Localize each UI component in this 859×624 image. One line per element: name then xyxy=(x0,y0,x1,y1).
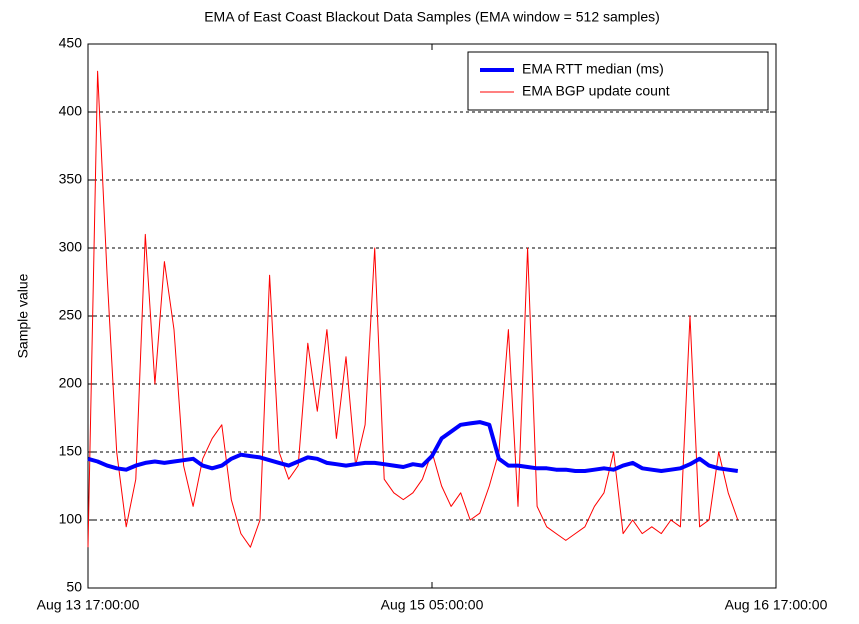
y-tick-label: 450 xyxy=(59,35,83,51)
plot-frame xyxy=(87,43,777,589)
y-axis-label: Sample value xyxy=(15,273,31,358)
legend-box xyxy=(467,51,769,111)
y-tick-label: 50 xyxy=(66,579,82,595)
y-tick-label: 400 xyxy=(59,103,83,119)
chart-title: EMA of East Coast Blackout Data Samples … xyxy=(204,9,660,25)
y-tick-label: 350 xyxy=(59,171,83,187)
legend-label: EMA RTT median (ms) xyxy=(522,61,664,77)
legend-label: EMA BGP update count xyxy=(522,83,670,99)
x-tick-label: Aug 16 17:00:00 xyxy=(725,597,828,613)
y-tick-label: 200 xyxy=(59,375,83,391)
y-tick-label: 300 xyxy=(59,239,83,255)
series-line xyxy=(87,70,739,548)
y-tick-label: 150 xyxy=(59,443,83,459)
y-tick-label: 250 xyxy=(59,307,83,323)
series-line xyxy=(87,420,739,473)
x-tick-label: Aug 15 05:00:00 xyxy=(381,597,484,613)
x-tick-label: Aug 13 17:00:00 xyxy=(37,597,140,613)
y-tick-label: 100 xyxy=(59,511,83,527)
